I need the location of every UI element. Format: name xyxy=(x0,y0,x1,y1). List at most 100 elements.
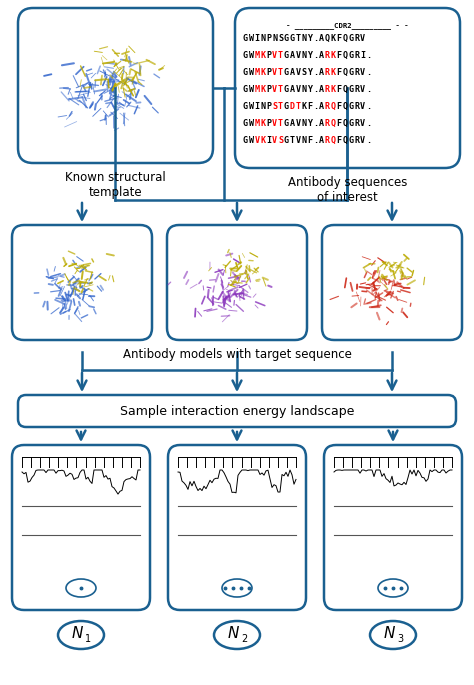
Text: M: M xyxy=(255,85,260,94)
Text: V: V xyxy=(272,119,277,128)
Text: F: F xyxy=(337,102,342,111)
Text: V: V xyxy=(296,68,301,77)
Ellipse shape xyxy=(378,579,408,597)
Text: Q: Q xyxy=(331,102,336,111)
Text: N: N xyxy=(301,34,307,43)
Text: R: R xyxy=(325,119,330,128)
Text: Q: Q xyxy=(331,136,336,145)
Text: S: S xyxy=(278,136,283,145)
Text: 2: 2 xyxy=(241,634,247,644)
Text: T: T xyxy=(296,102,301,111)
Text: F: F xyxy=(307,102,312,111)
Text: W: W xyxy=(249,34,254,43)
FancyBboxPatch shape xyxy=(324,445,462,610)
Text: W: W xyxy=(249,51,254,60)
Text: Y: Y xyxy=(307,34,312,43)
Text: G: G xyxy=(348,102,353,111)
Text: T: T xyxy=(278,85,283,94)
Text: R: R xyxy=(325,102,330,111)
Text: R: R xyxy=(325,136,330,145)
FancyBboxPatch shape xyxy=(167,225,307,340)
Text: A: A xyxy=(290,51,295,60)
Text: V: V xyxy=(296,51,301,60)
Text: Q: Q xyxy=(342,85,347,94)
Text: N: N xyxy=(261,102,265,111)
Text: G: G xyxy=(243,136,248,145)
Text: M: M xyxy=(255,119,260,128)
Text: N: N xyxy=(228,627,239,641)
Text: R: R xyxy=(354,85,359,94)
Text: G: G xyxy=(348,34,353,43)
Text: M: M xyxy=(255,68,260,77)
Text: G: G xyxy=(284,51,289,60)
Text: V: V xyxy=(360,119,365,128)
Text: .: . xyxy=(313,136,318,145)
Text: R: R xyxy=(354,119,359,128)
Text: P: P xyxy=(266,119,272,128)
Text: N: N xyxy=(301,119,307,128)
FancyBboxPatch shape xyxy=(12,445,150,610)
Text: Y: Y xyxy=(307,51,312,60)
Text: G: G xyxy=(243,85,248,94)
Text: Q: Q xyxy=(342,136,347,145)
Text: W: W xyxy=(249,85,254,94)
Text: N: N xyxy=(301,51,307,60)
Text: N: N xyxy=(383,627,395,641)
Text: S: S xyxy=(301,68,307,77)
FancyBboxPatch shape xyxy=(168,445,306,610)
Text: F: F xyxy=(337,119,342,128)
Text: Q: Q xyxy=(342,34,347,43)
Text: G: G xyxy=(243,119,248,128)
Text: Known structural
template: Known structural template xyxy=(65,171,166,199)
Text: .: . xyxy=(313,85,318,94)
FancyBboxPatch shape xyxy=(18,395,456,427)
Ellipse shape xyxy=(222,579,252,597)
Text: V: V xyxy=(296,136,301,145)
Text: 1: 1 xyxy=(85,634,91,644)
Text: I: I xyxy=(255,34,260,43)
Text: Antibody sequences
of interest: Antibody sequences of interest xyxy=(288,176,407,204)
Text: T: T xyxy=(278,119,283,128)
Text: G: G xyxy=(284,102,289,111)
Text: K: K xyxy=(261,85,265,94)
Text: S: S xyxy=(278,34,283,43)
Text: .: . xyxy=(366,119,371,128)
Text: G: G xyxy=(284,85,289,94)
Text: R: R xyxy=(325,85,330,94)
Text: G: G xyxy=(243,68,248,77)
Text: F: F xyxy=(337,34,342,43)
Text: K: K xyxy=(261,136,265,145)
Text: Q: Q xyxy=(342,119,347,128)
Text: 3: 3 xyxy=(397,634,403,644)
Ellipse shape xyxy=(58,621,104,649)
Text: V: V xyxy=(360,68,365,77)
Text: - _________CDR2_________ - -: - _________CDR2_________ - - xyxy=(286,22,409,29)
Text: G: G xyxy=(243,34,248,43)
Text: D: D xyxy=(290,102,295,111)
Text: V: V xyxy=(360,102,365,111)
Text: N: N xyxy=(301,136,307,145)
Text: V: V xyxy=(296,85,301,94)
Ellipse shape xyxy=(370,621,416,649)
Text: A: A xyxy=(290,68,295,77)
Text: P: P xyxy=(266,34,272,43)
Text: Q: Q xyxy=(331,119,336,128)
Text: V: V xyxy=(272,51,277,60)
Text: K: K xyxy=(261,68,265,77)
FancyBboxPatch shape xyxy=(322,225,462,340)
Text: V: V xyxy=(255,136,260,145)
Text: T: T xyxy=(290,136,295,145)
Ellipse shape xyxy=(214,621,260,649)
Text: V: V xyxy=(360,85,365,94)
Text: R: R xyxy=(354,68,359,77)
Text: A: A xyxy=(290,119,295,128)
Text: V: V xyxy=(360,34,365,43)
Text: R: R xyxy=(354,34,359,43)
Text: V: V xyxy=(272,68,277,77)
Text: K: K xyxy=(261,119,265,128)
FancyBboxPatch shape xyxy=(235,8,460,168)
Text: G: G xyxy=(284,136,289,145)
Text: M: M xyxy=(255,51,260,60)
Text: Y: Y xyxy=(307,119,312,128)
Text: R: R xyxy=(325,68,330,77)
